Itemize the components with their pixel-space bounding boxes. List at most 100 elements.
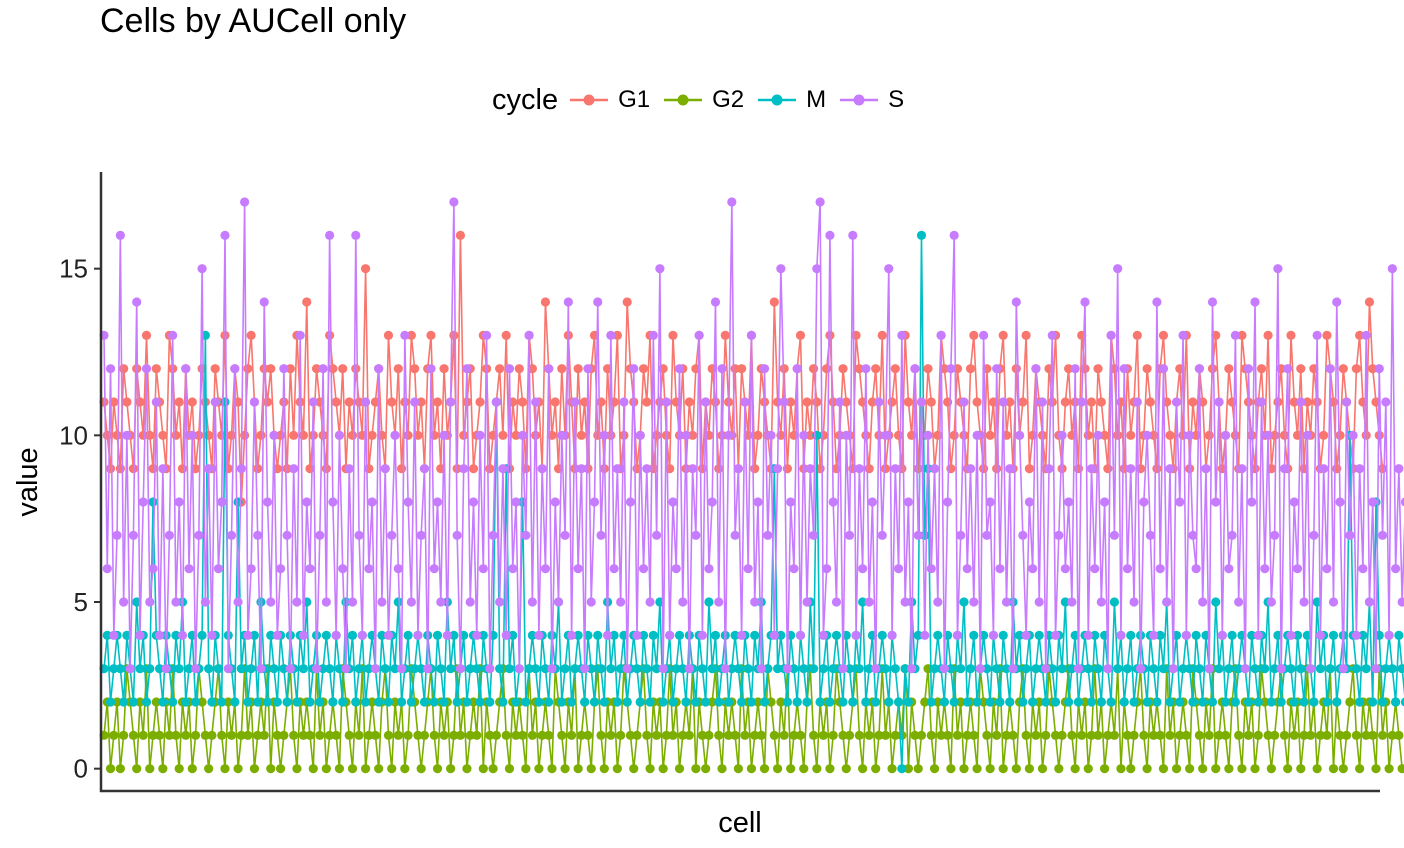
point-g1: [393, 364, 403, 374]
point-g1: [1152, 464, 1162, 474]
point-g2: [704, 730, 714, 740]
point-g1: [298, 430, 309, 440]
point-g2: [1387, 730, 1397, 740]
point-s: [465, 597, 475, 607]
point-s: [1188, 530, 1198, 540]
point-g2: [370, 730, 380, 740]
point-m: [949, 697, 959, 707]
point-g2: [1312, 764, 1322, 774]
point-m: [478, 630, 488, 640]
point-g1: [318, 430, 328, 440]
point-m: [1158, 664, 1169, 674]
point-g2: [468, 697, 479, 707]
point-s: [547, 664, 557, 674]
y-tick-label: 0: [74, 754, 88, 784]
point-g2: [305, 730, 315, 740]
point-s: [298, 630, 309, 640]
point-m: [799, 664, 809, 674]
point-s: [864, 597, 874, 607]
legend-entry-g2: G2: [662, 86, 744, 114]
point-s: [975, 664, 985, 674]
point-m: [282, 697, 292, 707]
point-s: [1377, 530, 1388, 540]
point-g2: [1371, 764, 1381, 774]
point-s: [920, 630, 930, 640]
point-g1: [1286, 330, 1296, 340]
point-s: [406, 597, 416, 607]
point-s: [1250, 297, 1260, 307]
point-g2: [926, 730, 936, 740]
point-g2: [1024, 764, 1034, 774]
point-s: [1397, 597, 1404, 607]
point-s: [1109, 530, 1120, 540]
point-s: [652, 530, 662, 540]
point-g2: [952, 730, 963, 740]
point-m: [593, 630, 603, 640]
point-s: [691, 530, 701, 540]
point-s: [782, 664, 793, 674]
point-m: [642, 664, 652, 674]
point-g2: [1194, 730, 1205, 740]
point-s: [181, 364, 191, 374]
point-m: [1152, 697, 1162, 707]
point-g2: [347, 764, 358, 774]
point-s: [360, 397, 371, 407]
point-s: [1214, 397, 1224, 407]
point-g2: [223, 697, 233, 707]
point-m: [184, 664, 194, 674]
point-m: [1325, 664, 1335, 674]
point-s: [910, 364, 920, 374]
point-s: [730, 530, 740, 540]
point-s: [858, 564, 868, 574]
point-g2: [1250, 764, 1260, 774]
point-m: [1149, 664, 1159, 674]
point-m: [776, 630, 786, 640]
point-m: [727, 664, 737, 674]
point-g1: [158, 430, 168, 440]
point-m: [1234, 664, 1244, 674]
point-g2: [135, 697, 145, 707]
point-g2: [416, 764, 426, 774]
point-g2: [119, 730, 129, 740]
point-s: [161, 664, 171, 674]
point-g1: [495, 364, 505, 374]
point-m: [1090, 630, 1100, 640]
point-g1: [877, 330, 887, 340]
point-g2: [465, 730, 475, 740]
point-m: [1113, 664, 1123, 674]
point-g2: [674, 764, 685, 774]
point-s: [602, 630, 613, 640]
point-s: [396, 664, 407, 674]
point-s: [776, 264, 786, 274]
point-g2: [1070, 764, 1080, 774]
point-m: [710, 630, 721, 640]
point-s: [174, 497, 184, 507]
point-g1: [1270, 430, 1280, 440]
point-g1: [367, 430, 377, 440]
point-m: [972, 697, 982, 707]
point-m: [1397, 664, 1404, 674]
point-g1: [687, 430, 698, 440]
point-m: [230, 697, 240, 707]
point-s: [557, 430, 567, 440]
point-s: [1113, 264, 1123, 274]
point-s: [707, 497, 717, 507]
point-m: [818, 664, 828, 674]
point-s: [799, 430, 809, 440]
point-s: [1276, 664, 1286, 674]
point-g1: [383, 330, 394, 340]
point-m: [544, 697, 554, 707]
point-s: [1207, 297, 1218, 307]
point-g2: [1083, 764, 1093, 774]
point-g1: [455, 230, 466, 240]
point-g1: [737, 364, 747, 374]
point-g1: [485, 464, 495, 474]
point-g2: [325, 730, 335, 740]
point-g2: [946, 764, 956, 774]
point-s: [560, 530, 570, 540]
point-g2: [606, 730, 616, 740]
point-g1: [305, 464, 315, 474]
point-m: [1332, 697, 1342, 707]
point-s: [972, 430, 982, 440]
legend-label-m: M: [806, 86, 827, 113]
